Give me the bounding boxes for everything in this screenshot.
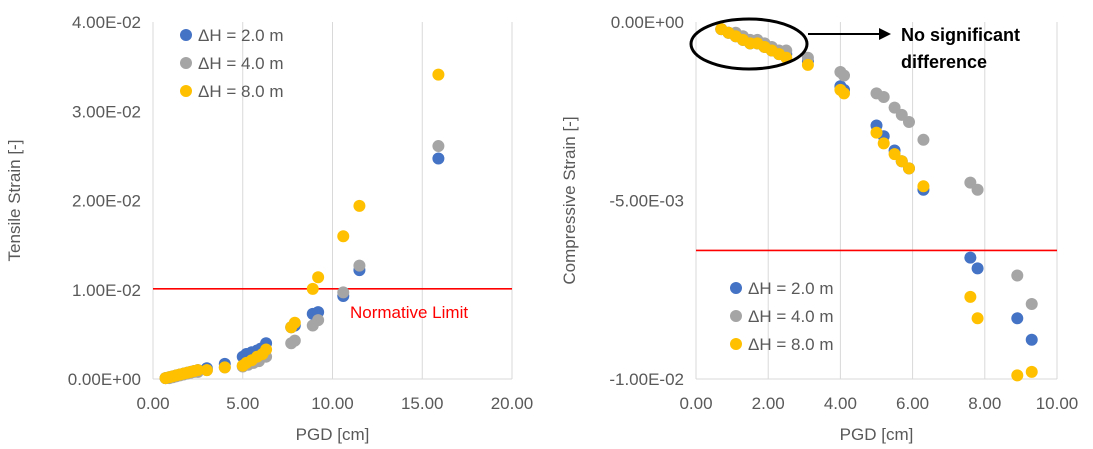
data-point [964,290,977,303]
x-tick-label: 4.00 [824,394,857,413]
data-point [971,183,984,196]
y-tick-label: -1.00E-02 [609,370,684,389]
x-tick-label: 6.00 [896,394,929,413]
data-point [1025,298,1038,311]
y-tick-label: 0.00E+00 [611,13,684,32]
x-tick-label: 0.00 [679,394,712,413]
data-point [971,262,984,275]
data-point [870,126,883,139]
series-2 [715,23,1038,311]
x-tick-label: 15.00 [401,394,444,413]
arrow-head-icon [879,28,891,40]
y-axis-title: Compressive Strain [-] [560,116,579,284]
annotation-line-2: difference [901,52,987,72]
data-point [312,271,325,284]
data-point [964,251,977,264]
data-point [337,286,350,299]
data-point [288,316,301,329]
y-tick-label: 4.00E-02 [72,13,141,32]
legend-label: ΔH = 8.0 m [198,82,284,101]
x-tick-label: 10.00 [1036,394,1079,413]
data-point [838,87,851,100]
data-point [838,69,851,82]
legend-marker [730,310,742,322]
x-tick-label: 5.00 [226,394,259,413]
x-tick-label: 20.00 [491,394,534,413]
legend-marker [180,29,192,41]
legend-label: ΔH = 2.0 m [198,26,284,45]
data-point [1011,269,1024,282]
data-point [432,152,445,165]
data-point [191,364,204,377]
legend-label: ΔH = 8.0 m [748,335,834,354]
data-point [1011,312,1024,325]
data-point [1025,365,1038,378]
normative-limit-label: Normative Limit [350,303,468,322]
series-1 [159,152,445,385]
y-axis-title: Tensile Strain [-] [5,140,24,262]
data-point [902,115,915,128]
data-point [432,68,445,81]
annotation-line-1: No significant [901,25,1020,45]
legend-marker [730,338,742,350]
legend-marker [180,85,192,97]
series-2 [159,140,445,385]
annotation-ellipse [689,17,809,71]
data-point [306,282,319,295]
compressive-chart: 0.00 2.00 4.00 6.00 8.00 10.00 0.00E+00 -5.00E-… [560,13,1078,444]
data-point [801,58,814,71]
x-tick-label: 8.00 [968,394,1001,413]
x-axis-title: PGD [cm] [840,425,914,444]
x-tick-label: 10.00 [311,394,354,413]
y-tick-label: -5.00E-03 [609,192,684,211]
legend-label: ΔH = 4.0 m [748,307,834,326]
data-point [353,259,366,272]
data-point [877,90,890,103]
data-point [260,343,273,356]
legend-label: ΔH = 4.0 m [198,54,284,73]
y-tick-label: 2.00E-02 [72,192,141,211]
data-point [971,312,984,325]
data-point [432,140,445,153]
data-point [200,364,213,377]
legend-marker [730,282,742,294]
data-point [917,133,930,146]
legend: ΔH = 2.0 m ΔH = 4.0 m ΔH = 8.0 m [180,26,284,101]
tensile-chart: 0.00 5.00 10.00 15.00 20.00 0.00E+00 1.00E-02 2… [5,13,533,444]
data-point [353,199,366,212]
data-point [1011,369,1024,382]
series-3 [159,68,445,385]
y-tick-label: 1.00E-02 [72,281,141,300]
data-point [337,230,350,243]
data-point [218,361,231,374]
x-tick-label: 0.00 [136,394,169,413]
legend-label: ΔH = 2.0 m [748,279,834,298]
data-point [288,334,301,347]
legend: ΔH = 2.0 m ΔH = 4.0 m ΔH = 8.0 m [730,279,834,354]
data-point [877,137,890,150]
y-tick-label: 3.00E-02 [72,102,141,121]
data-point [902,162,915,175]
y-tick-label: 0.00E+00 [68,370,141,389]
series-3 [715,23,1038,382]
x-axis-title: PGD [cm] [296,425,370,444]
data-point [312,314,325,327]
data-point [917,180,930,193]
legend-marker [180,57,192,69]
data-point [1025,333,1038,346]
x-tick-label: 2.00 [752,394,785,413]
